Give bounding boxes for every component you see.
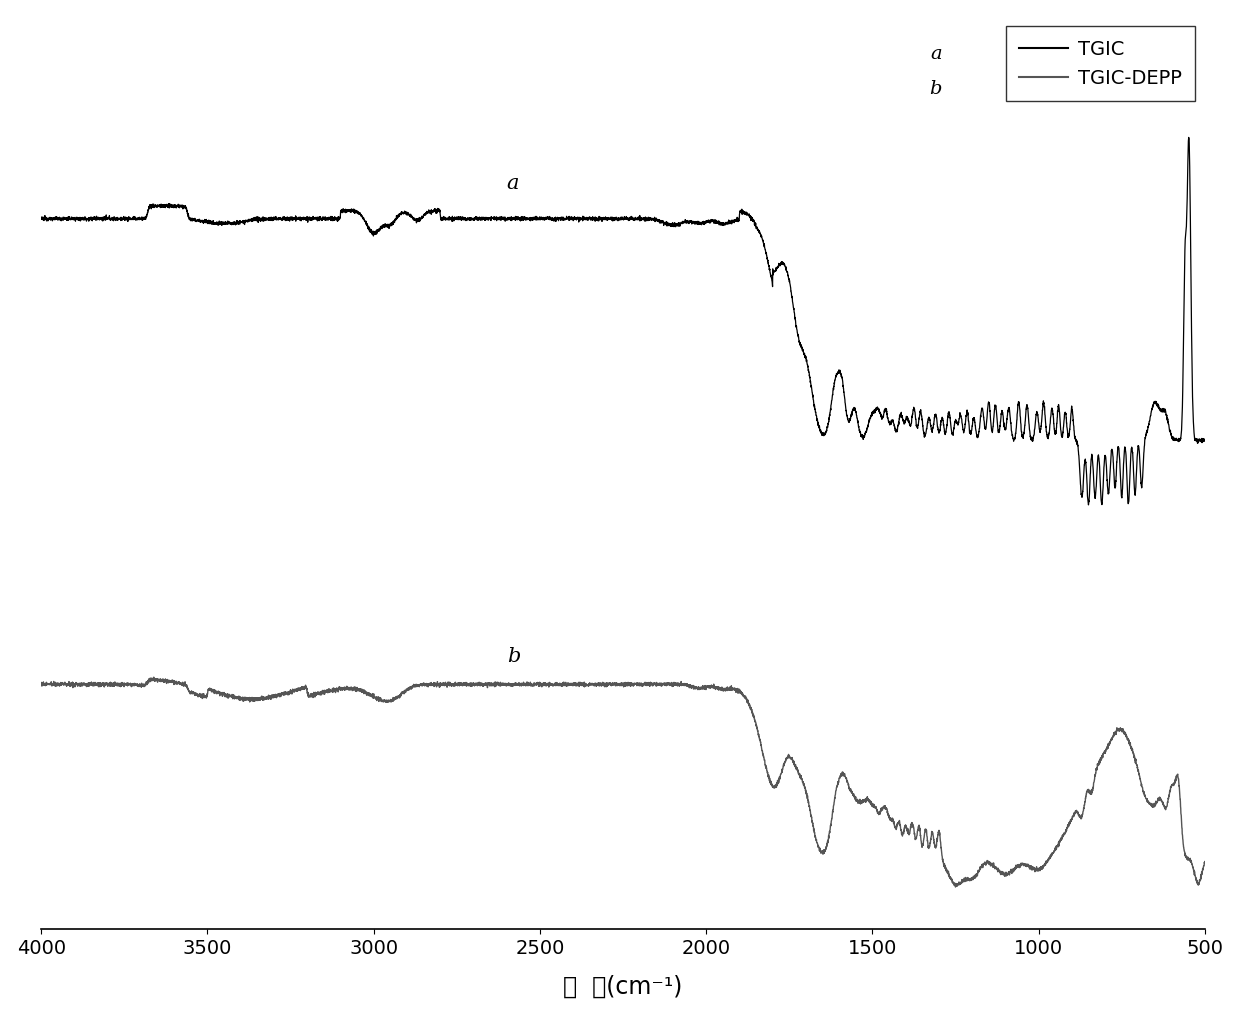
Text: a: a xyxy=(930,46,942,63)
Text: b: b xyxy=(507,647,520,666)
Text: b: b xyxy=(930,80,942,98)
Text: a: a xyxy=(507,174,520,193)
X-axis label: 波  数(cm⁻¹): 波 数(cm⁻¹) xyxy=(563,974,683,999)
Legend: TGIC, TGIC-DEPP: TGIC, TGIC-DEPP xyxy=(1006,26,1195,102)
